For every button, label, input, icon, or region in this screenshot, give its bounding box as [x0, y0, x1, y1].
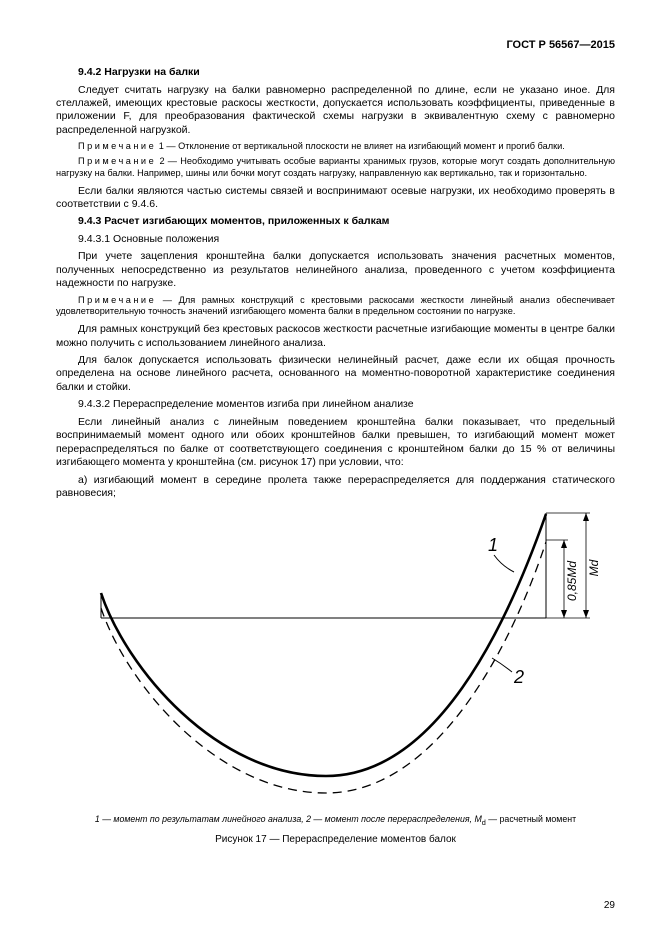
- para-9-4-3-1-a: При учете зацепления кронштейна балки до…: [56, 250, 615, 290]
- figure-caption: Рисунок 17 — Перераспределение моментов …: [56, 834, 615, 847]
- heading-9-4-2: 9.4.2 Нагрузки на балки: [56, 66, 615, 79]
- note-text: 1 — Отклонение от вертикальной плоскости…: [156, 141, 565, 151]
- curve-1: [101, 514, 546, 776]
- para-9-4-3-2-b: а) изгибающий момент в середине пролета …: [56, 474, 615, 501]
- doc-id: ГОСТ Р 56567—2015: [56, 38, 615, 52]
- note-3: Примечание — Для рамных конструкций с кр…: [56, 295, 615, 319]
- note-label: Примечание: [78, 156, 156, 166]
- page: ГОСТ Р 56567—2015 9.4.2 Нагрузки на балк…: [0, 0, 661, 935]
- note-2: Примечание 2 — Необходимо учитывать особ…: [56, 156, 615, 180]
- para-9-4-3-1-b: Для рамных конструкций без крестовых рас…: [56, 323, 615, 350]
- figure-svg: Md 0,85Md 1 2: [66, 508, 606, 808]
- note-label: Примечание: [78, 141, 156, 151]
- note-label: Примечание: [78, 295, 156, 305]
- curve-label-2: 2: [513, 667, 524, 687]
- curve-label-1: 1: [488, 535, 498, 555]
- para-9-4-2-a: Следует считать нагрузку на балки равном…: [56, 84, 615, 138]
- para-9-4-3-2-a: Если линейный анализ с линейным поведени…: [56, 416, 615, 470]
- label-085md: 0,85Md: [565, 561, 579, 601]
- figure-legend: 1 — момент по результатам линейного анал…: [56, 814, 615, 827]
- heading-9-4-3-1: 9.4.3.1 Основные положения: [56, 233, 615, 246]
- heading-9-4-3: 9.4.3 Расчет изгибающих моментов, прилож…: [56, 215, 615, 228]
- figure-17: Md 0,85Md 1 2 1 — момент по результатам …: [56, 508, 615, 846]
- page-number: 29: [604, 900, 615, 913]
- note-1: Примечание 1 — Отклонение от вертикально…: [56, 141, 615, 153]
- curve-2: [101, 542, 546, 793]
- para-9-4-2-b: Если балки являются частью системы связе…: [56, 185, 615, 212]
- heading-9-4-3-2: 9.4.3.2 Перераспределение моментов изгиб…: [56, 398, 615, 411]
- label-md: Md: [587, 560, 601, 577]
- para-9-4-3-1-c: Для балок допускается использовать физич…: [56, 354, 615, 394]
